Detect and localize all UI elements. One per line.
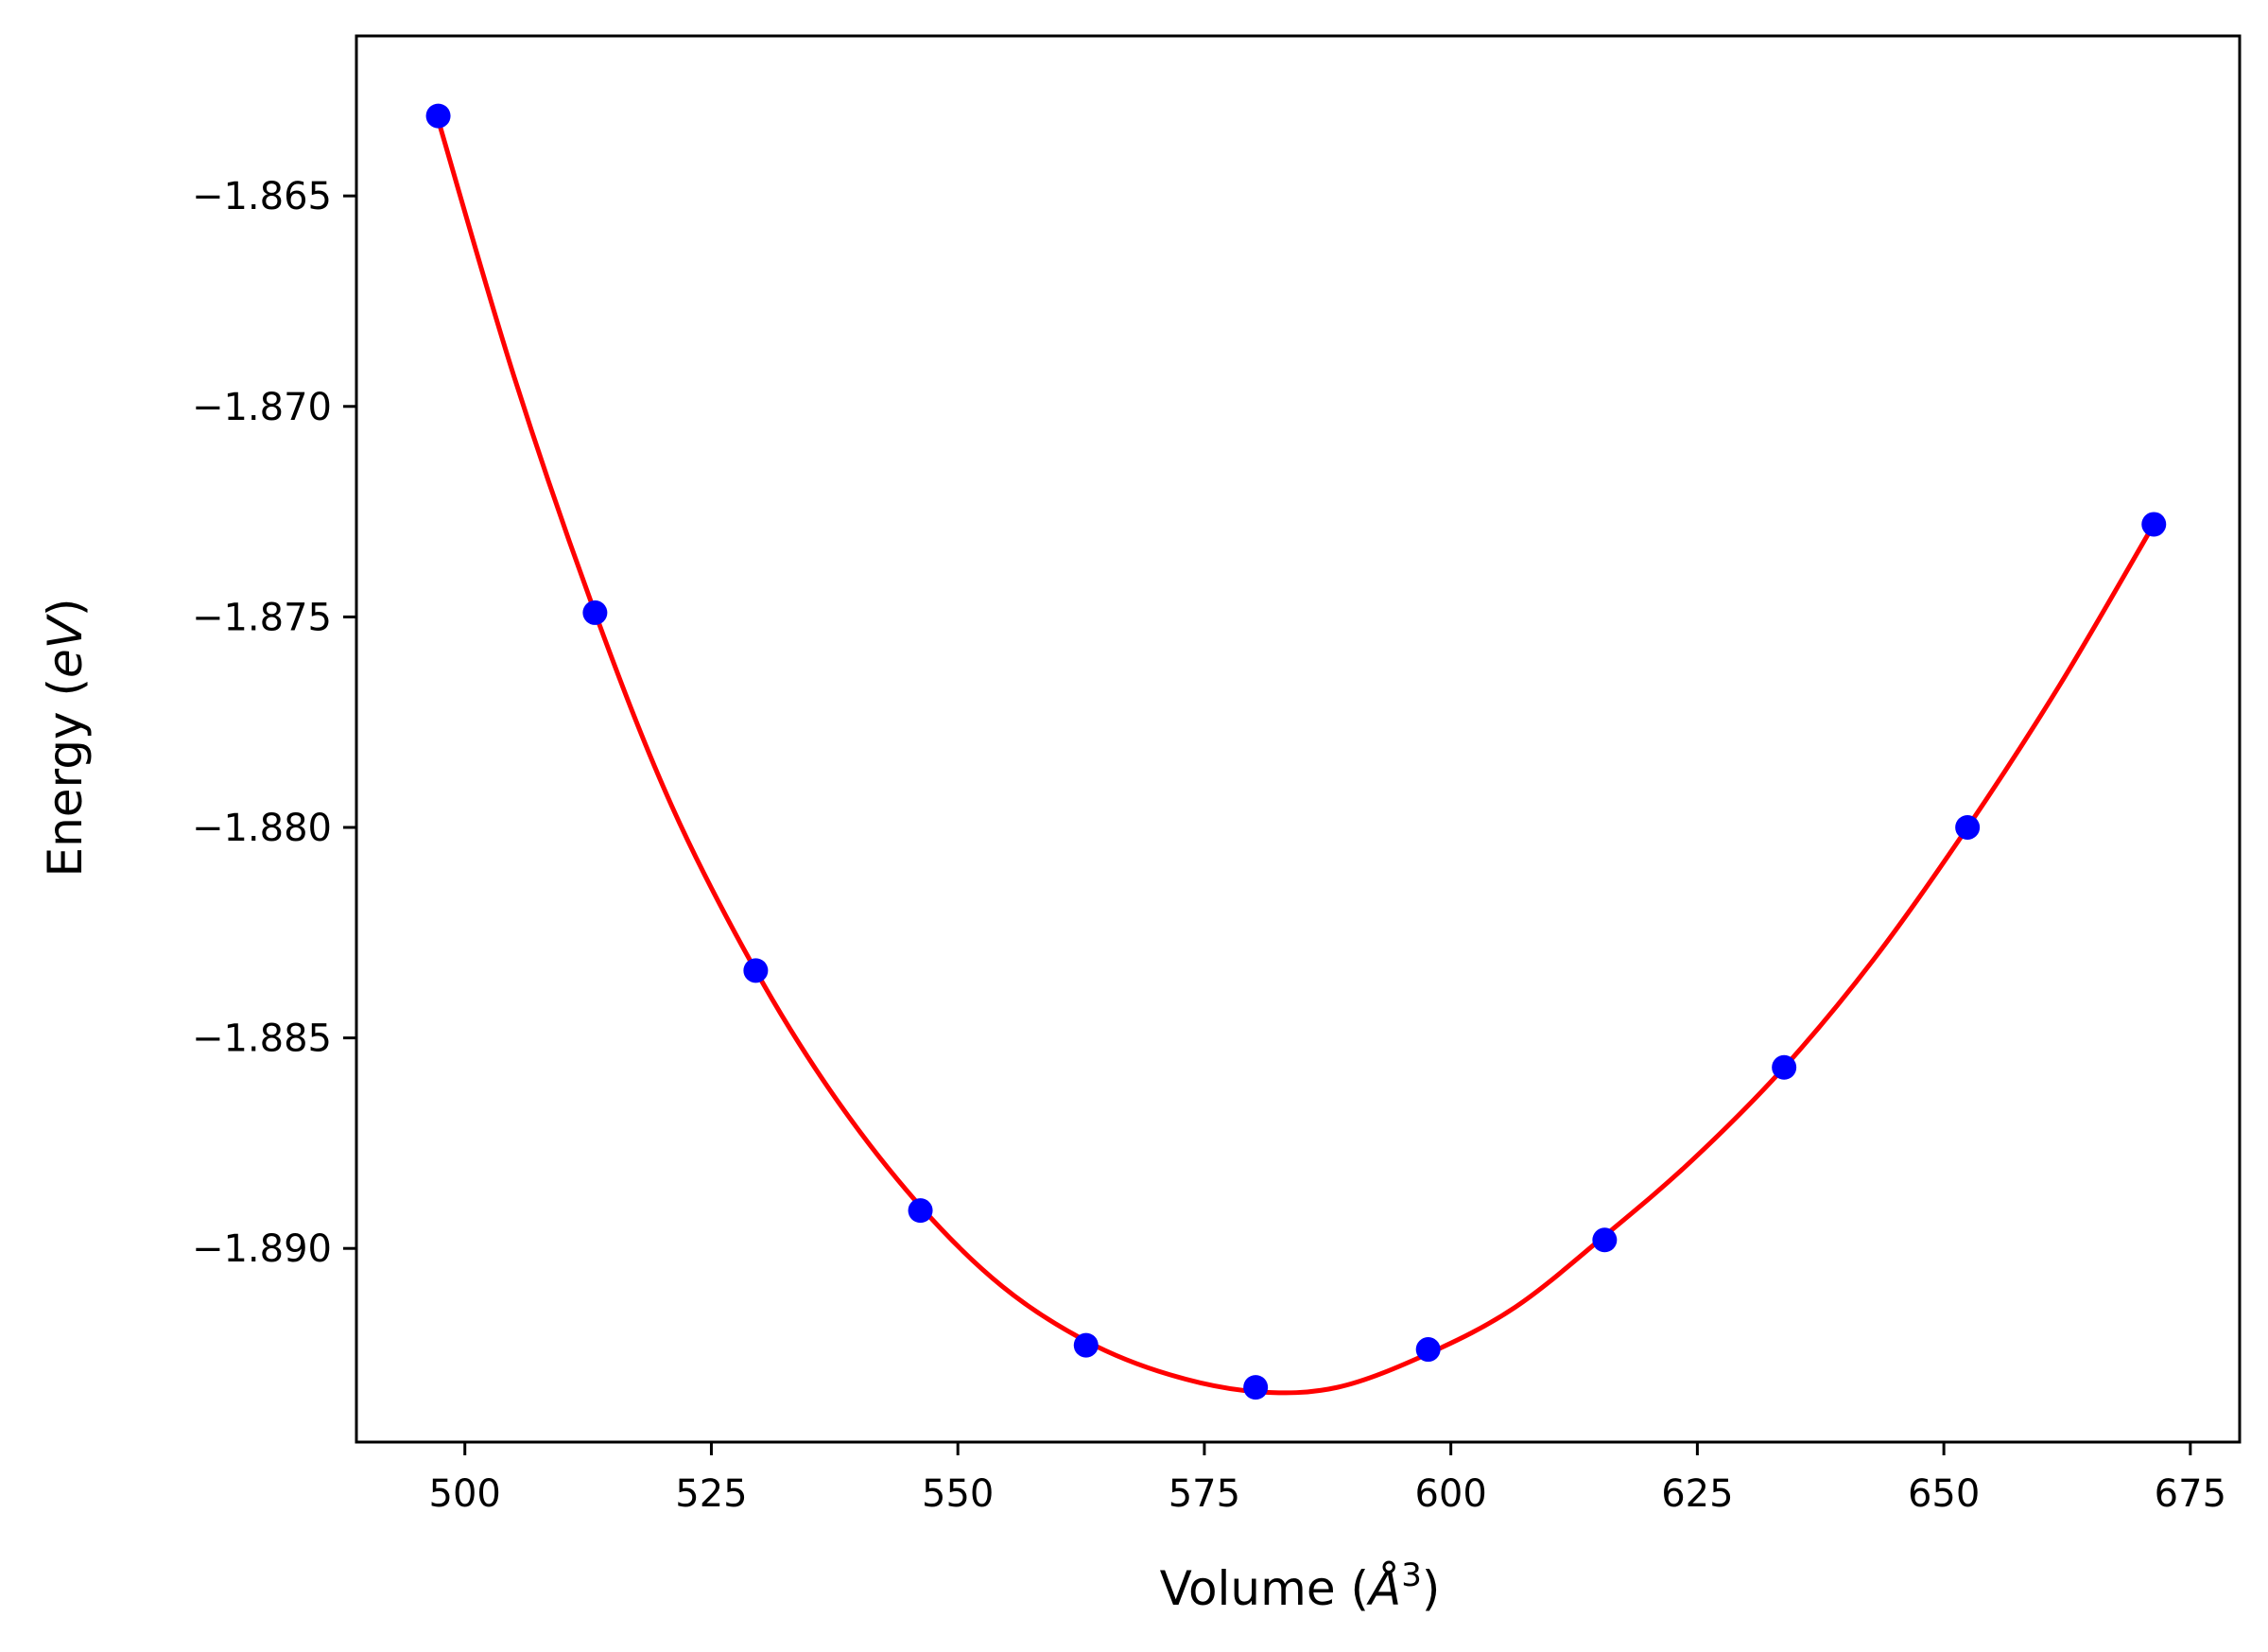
y-tick-label: −1.890 [192, 1227, 332, 1271]
y-tick-label: −1.865 [192, 175, 332, 218]
x-tick-label: 575 [1169, 1472, 1240, 1516]
data-point [1243, 1375, 1269, 1400]
fit-curve [436, 119, 2156, 1396]
y-tick-label: −1.885 [192, 1017, 332, 1061]
x-tick-label: 525 [675, 1472, 747, 1516]
y-tick-label: −1.875 [192, 596, 332, 639]
x-tick-label: 550 [922, 1472, 994, 1516]
data-point [1955, 814, 1981, 840]
data-point [2141, 512, 2167, 537]
axes: 500 525 550 575 600 625 650 675 −1.865 −1.870 −1.8… [192, 34, 2242, 1516]
data-point [908, 1198, 933, 1224]
y-tick-label: −1.880 [192, 807, 332, 850]
data-point [1073, 1332, 1099, 1358]
data-point [1415, 1337, 1441, 1363]
x-tick-label: 500 [429, 1472, 501, 1516]
x-tick-label: 675 [2155, 1472, 2226, 1516]
data-point [1772, 1054, 1797, 1080]
x-tick-label: 600 [1414, 1472, 1486, 1516]
x-tick-label: 650 [1908, 1472, 1980, 1516]
data-point [1592, 1227, 1618, 1253]
data-point [425, 103, 451, 129]
axes-frame [355, 34, 2242, 1444]
data-point [582, 600, 608, 625]
x-tick-label: 625 [1661, 1472, 1733, 1516]
plot-area [425, 103, 2167, 1400]
y-axis-label: Energy (eV) [38, 599, 93, 878]
y-tick-label: −1.870 [192, 386, 332, 429]
data-point [743, 958, 769, 983]
x-axis-label: Volume (Å3) [1160, 1556, 1441, 1616]
